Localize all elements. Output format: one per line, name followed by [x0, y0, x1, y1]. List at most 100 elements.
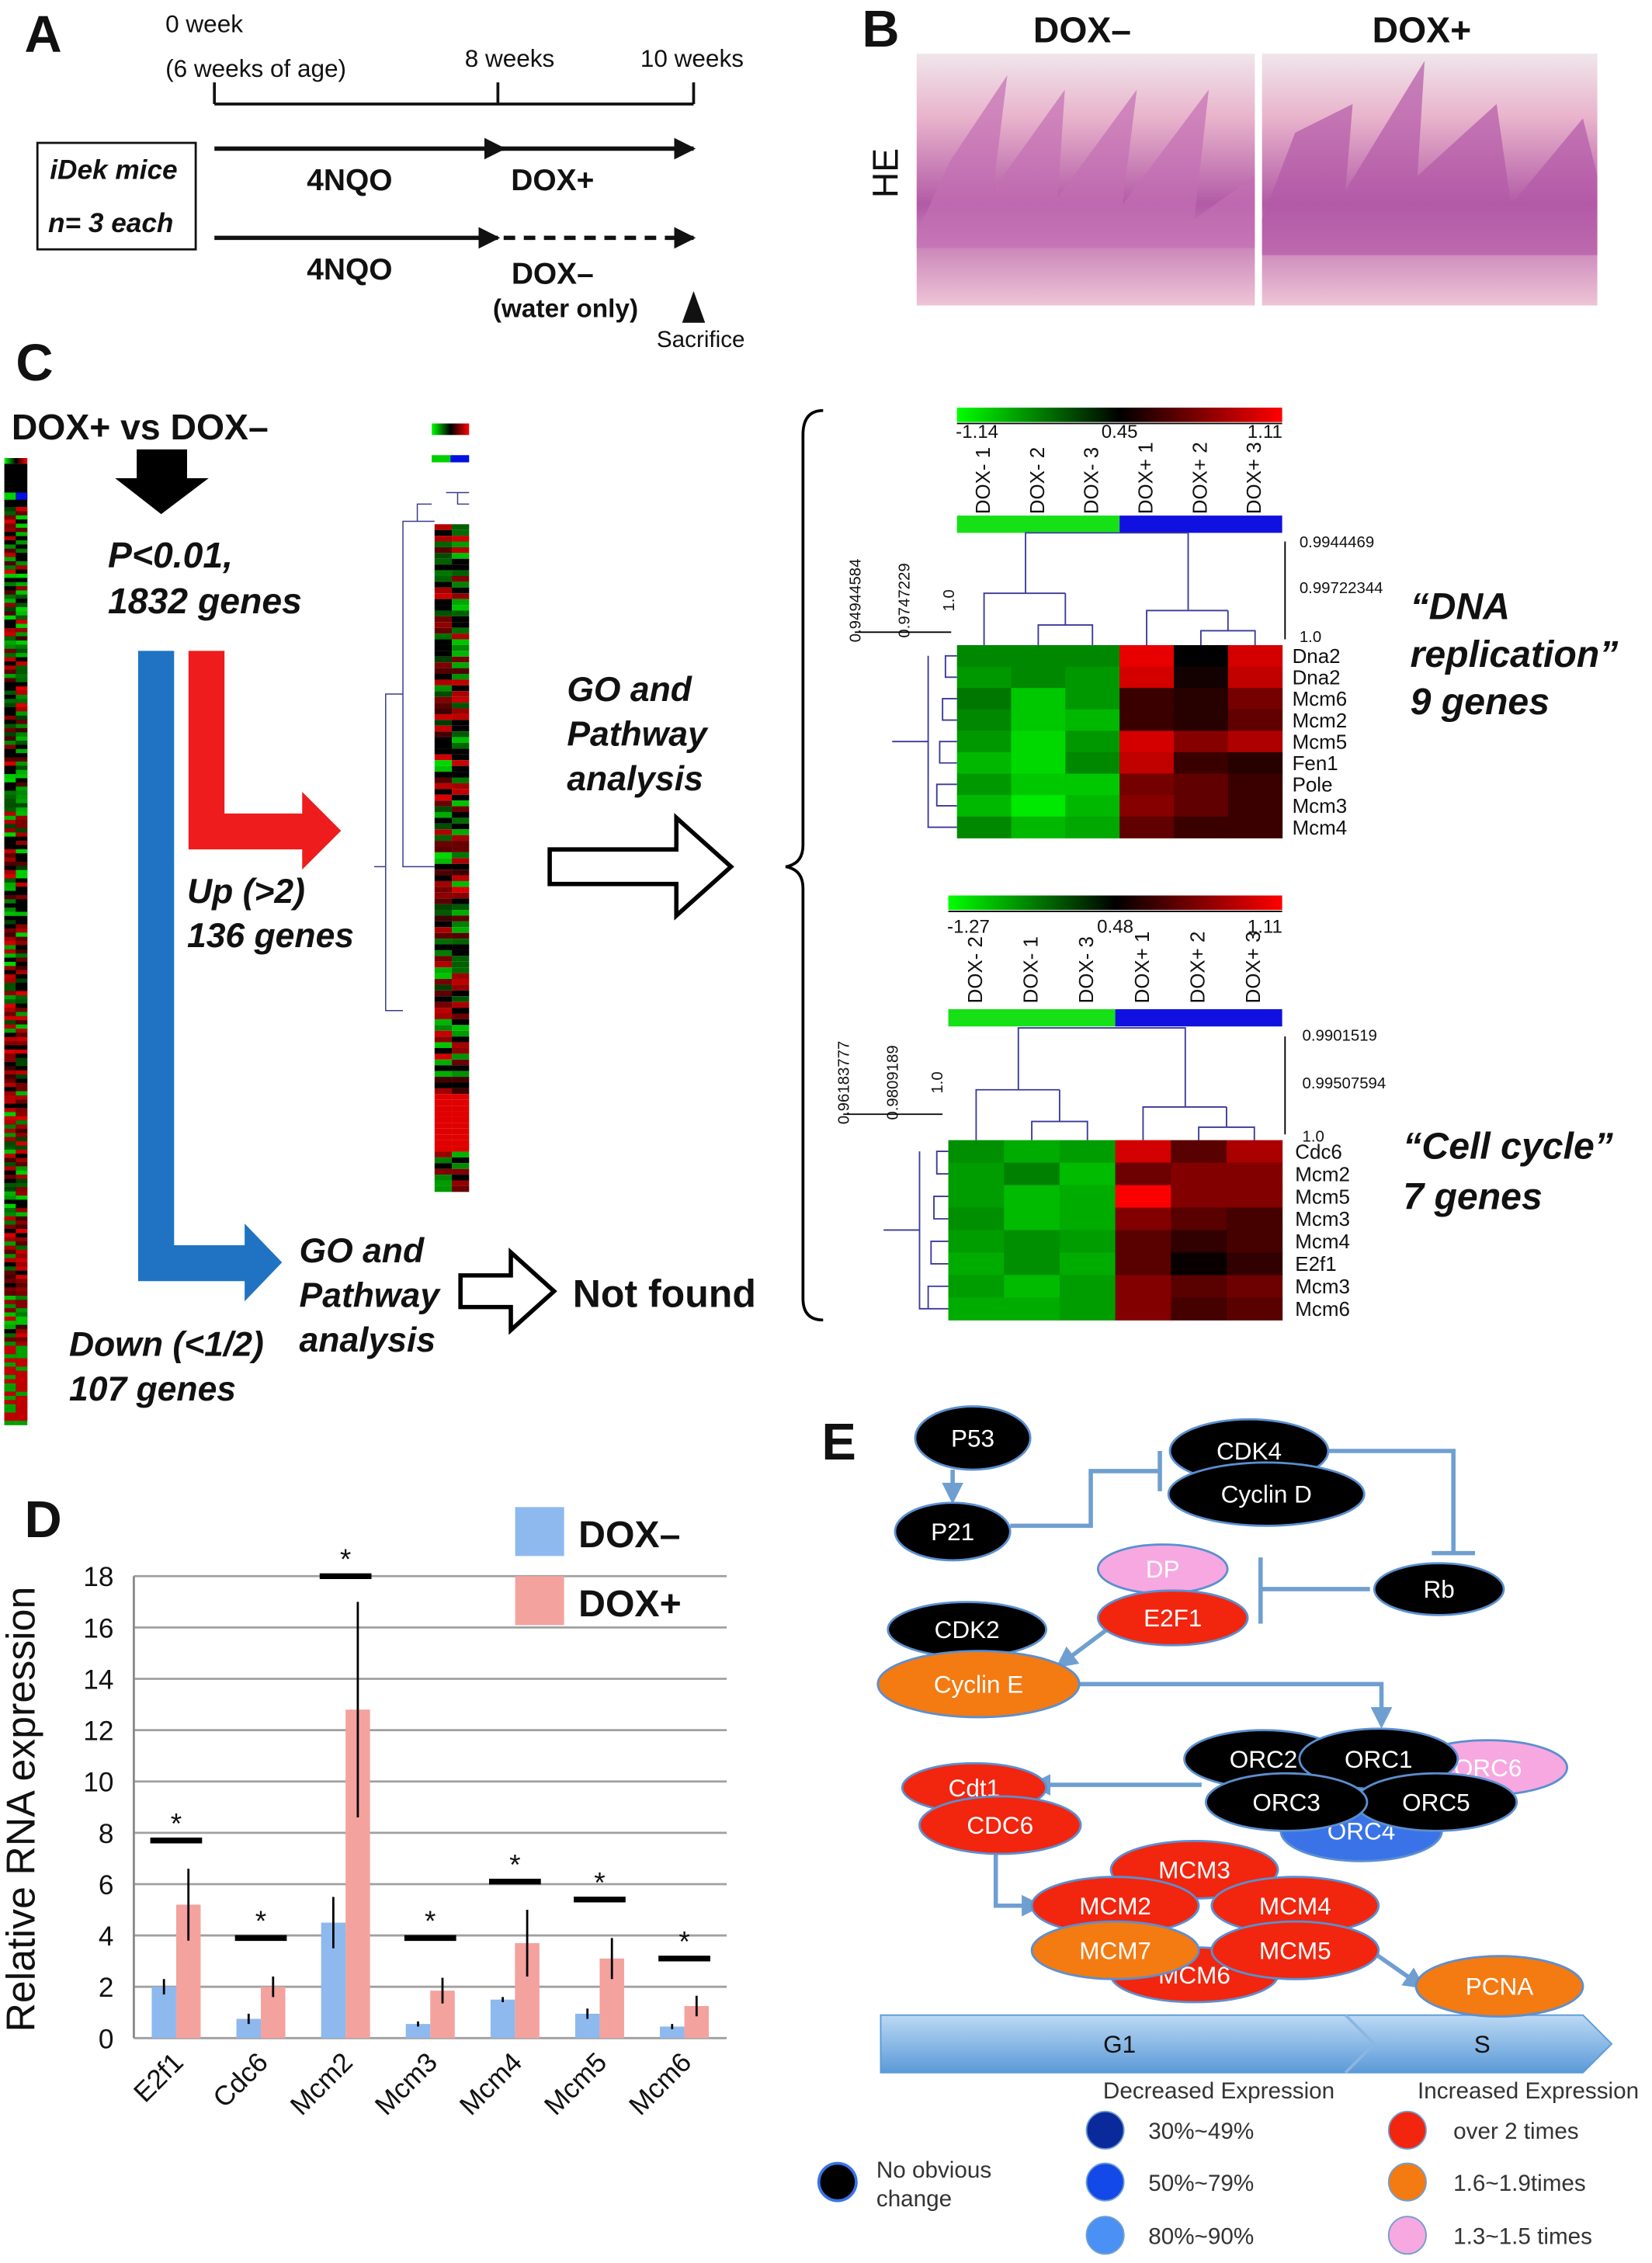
- heatmap-cell: [1004, 1252, 1060, 1276]
- x-tick-label: Mcm6: [623, 2047, 697, 2121]
- overview-cell: [4, 982, 16, 987]
- overview-cell: [16, 565, 28, 570]
- mini-heatmap-cell: [452, 1099, 470, 1106]
- mini-heatmap-cell: [452, 725, 470, 732]
- overview-cell: [16, 1416, 28, 1421]
- overview-cell: [4, 648, 16, 654]
- heatmap-cell: [1119, 644, 1175, 668]
- legend-swatch: [1387, 2110, 1427, 2150]
- overview-cell: [4, 1349, 16, 1355]
- overview-cell: [4, 553, 16, 557]
- overview-cell: [16, 1036, 28, 1042]
- overview-cell: [4, 1199, 16, 1204]
- x-tick-label: Cdc6: [207, 2047, 274, 2114]
- overview-cell: [4, 1321, 16, 1325]
- heatmap-cell: [1011, 751, 1066, 775]
- overview-cell: [16, 1216, 28, 1221]
- pathway-arrow: [1079, 1682, 1393, 1729]
- overview-cell: [4, 924, 16, 929]
- overview-cell: [4, 828, 16, 833]
- mini-heatmap-cell: [452, 765, 470, 772]
- panel-label: B: [862, 1, 899, 58]
- mini-heatmap-cell: [452, 772, 470, 778]
- column-label: DOX- 1: [1020, 936, 1042, 1003]
- mini-heatmap-cell: [452, 605, 470, 611]
- pathway-inhibition: [1010, 1469, 1161, 1529]
- heatmap-cell: [1115, 1297, 1171, 1321]
- overview-cell: [4, 623, 16, 629]
- overview-cell: [4, 932, 16, 937]
- mini-heatmap-cell: [434, 829, 453, 835]
- mini-heatmap-cell: [452, 835, 470, 842]
- overview-cell: [16, 945, 28, 950]
- overview-cell: [4, 690, 16, 696]
- overview-cell: [4, 727, 16, 733]
- overview-cell: [16, 828, 28, 833]
- mini-heatmap-cell: [452, 1168, 470, 1175]
- y-tick-label: 4: [99, 1921, 114, 1952]
- overview-cell: [16, 1133, 28, 1137]
- mini-heatmap-cell: [434, 1123, 453, 1129]
- mini-heatmap-cell: [434, 973, 453, 980]
- mini-heatmap-cell: [434, 605, 453, 611]
- heatmap-cell: [1171, 1207, 1227, 1231]
- overview-cell: [4, 953, 16, 958]
- bar: [405, 2024, 431, 2039]
- overview-cell: [16, 1170, 28, 1175]
- overview-cell: [4, 1312, 16, 1317]
- overview-cell: [16, 811, 28, 816]
- node-label: CDC6: [967, 1811, 1033, 1839]
- overview-cell: [16, 1220, 28, 1225]
- pathway-node: [1373, 1562, 1505, 1616]
- overview-cell: [4, 761, 16, 766]
- heatmap-cell: [1227, 795, 1283, 817]
- mini-heatmap-cell: [452, 541, 470, 547]
- timeline-label: 0 week: [165, 9, 243, 37]
- heatmap-cell: [1227, 666, 1283, 689]
- overview-cell: [16, 790, 28, 796]
- heatmap-cell: [948, 1140, 1005, 1164]
- node-label: PCNA: [1466, 1973, 1534, 2001]
- overview-cell: [16, 586, 28, 591]
- overview-cell: [16, 774, 28, 779]
- overview-cell: [4, 540, 16, 545]
- mini-heatmap-cell: [434, 1116, 453, 1123]
- down-label: Down (<1/2): [69, 1326, 264, 1364]
- heatmap-cell: [1173, 773, 1229, 796]
- mini-heatmap-cell: [434, 823, 453, 830]
- mini-heatmap-cell: [452, 1025, 470, 1031]
- overview-cell: [16, 623, 28, 629]
- mini-heatmap-cell: [434, 541, 453, 547]
- pathway-node: [1030, 1920, 1200, 1980]
- overview-cell: [4, 1187, 16, 1192]
- mini-heatmap-cell: [434, 1128, 453, 1135]
- overview-cell: [4, 724, 16, 729]
- up-label: 136 genes: [187, 917, 354, 955]
- overview-cell: [16, 1345, 28, 1351]
- overview-cell: [4, 845, 16, 849]
- overview-cell: [16, 1145, 28, 1151]
- mini-heatmap-cell: [434, 927, 453, 933]
- mini-heatmap-cell: [434, 956, 453, 962]
- overview-cell: [16, 1391, 28, 1397]
- mini-heatmap-cell: [452, 575, 470, 582]
- overview-cell: [4, 1282, 16, 1288]
- overview-cell: [4, 527, 16, 533]
- overview-cell: [4, 874, 16, 879]
- overview-cell: [4, 753, 16, 758]
- heatmap-cell: [1011, 709, 1066, 731]
- node-label: E2F1: [1144, 1604, 1202, 1632]
- column-label: DOX+ 2: [1188, 932, 1210, 1004]
- heatmap-cell: [1011, 666, 1066, 689]
- overview-cell: [4, 565, 16, 570]
- mini-heatmap-cell: [452, 949, 470, 956]
- overview-cell: [4, 1316, 16, 1321]
- heatmap-cell: [1227, 751, 1283, 775]
- sacrifice-marker: [682, 290, 706, 323]
- overview-cell: [16, 949, 28, 954]
- heatmap-title: replication”: [1411, 633, 1619, 675]
- mini-heatmap-cell: [434, 1025, 453, 1031]
- mini-heatmap-cell: [434, 789, 453, 795]
- mini-heatmap-cell: [452, 806, 470, 812]
- heatmap-cell: [1171, 1230, 1227, 1253]
